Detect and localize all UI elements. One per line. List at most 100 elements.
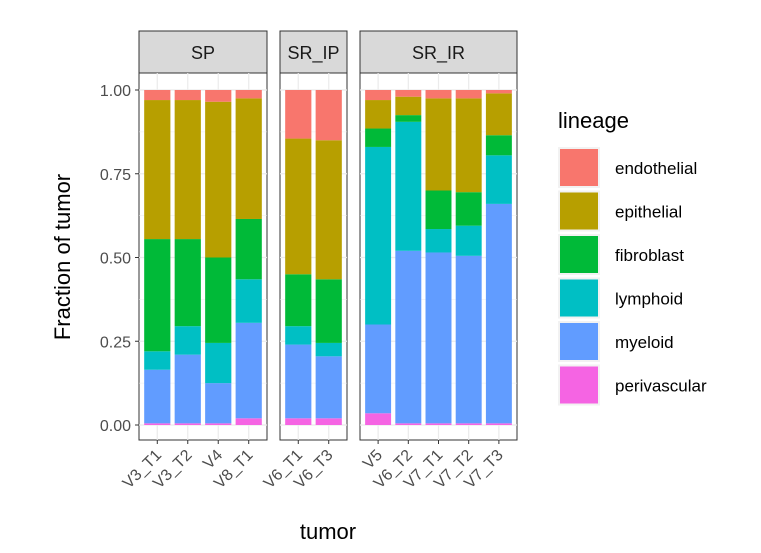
bar-segment-endothelial [485,90,512,94]
bar-segment-fibroblast [174,239,201,327]
legend-swatch [560,236,598,273]
bar-segment-lymphoid [425,229,452,253]
bar-segment-perivascular [425,423,452,425]
bar-segment-lymphoid [205,342,232,384]
bar-segment-endothelial [365,90,392,101]
bar-v4 [205,90,232,425]
bar-segment-lymphoid [485,155,512,204]
bar-v7-t2 [455,90,482,425]
facet-strip [138,30,268,74]
bar-segment-lymphoid [144,351,171,370]
y-tick-label: 0.75 [100,167,131,184]
legend-label: perivascular [615,377,707,396]
facet-strip-label: SR_IR [412,43,465,64]
facet-panel-sr-ir: SR_IR [359,30,518,441]
bar-segment-endothelial [205,90,232,102]
bar-segment-fibroblast [395,115,422,122]
y-tick-label: 0.00 [100,418,131,435]
bar-v6-t2 [395,90,422,425]
legend-swatch [560,323,598,360]
bar-segment-myeloid [205,383,232,424]
bar-segment-endothelial [144,90,171,101]
legend-swatch [560,192,598,230]
bar-v6-t3 [315,90,342,425]
facet-panel-sr-ip: SR_IP [279,30,348,441]
bar-segment-perivascular [174,423,201,425]
bar-segment-fibroblast [485,135,512,156]
legend-item-myeloid: myeloid [558,321,674,362]
bar-segment-myeloid [455,255,482,424]
bar-segment-myeloid [174,354,201,424]
bar-v3-t1 [144,90,171,425]
y-tick-label: 1.00 [100,83,131,100]
bar-segment-lymphoid [315,342,342,357]
bar-segment-perivascular [205,423,232,425]
bar-segment-epithelial [485,93,512,136]
bar-segment-fibroblast [455,192,482,226]
bar-segment-fibroblast [205,257,232,343]
bar-segment-perivascular [285,418,312,425]
bar-segment-endothelial [315,90,342,141]
bar-segment-myeloid [315,356,342,419]
bar-segment-myeloid [365,324,392,414]
bar-segment-myeloid [485,203,512,424]
legend-swatch [560,279,598,317]
legend-swatch [560,366,598,404]
bar-segment-endothelial [425,90,452,99]
bar-v8-t1 [235,90,262,425]
bar-segment-epithelial [205,101,232,258]
bar-v7-t1 [425,90,452,425]
bar-segment-lymphoid [174,326,201,355]
bar-segment-myeloid [144,369,171,424]
facet-strip [359,30,518,74]
legend-item-perivascular: perivascular [558,364,707,406]
bar-segment-endothelial [455,90,482,99]
bar-segment-fibroblast [235,218,262,280]
bar-segment-fibroblast [285,274,312,327]
bar-segment-fibroblast [365,128,392,147]
bar-segment-lymphoid [285,326,312,345]
y-axis-title: Fraction of tumor [50,174,75,340]
bar-segment-fibroblast [144,239,171,352]
bar-segment-epithelial [285,138,312,275]
bar-segment-epithelial [425,98,452,191]
bar-segment-myeloid [285,344,312,419]
bar-segment-fibroblast [425,190,452,230]
bar-segment-endothelial [395,90,422,97]
bar-segment-endothelial [174,90,201,101]
legend-label: fibroblast [615,246,684,265]
bar-segment-lymphoid [235,279,262,323]
bar-segment-perivascular [455,423,482,425]
bar-segment-myeloid [235,322,262,419]
bar-segment-perivascular [365,413,392,425]
bar-segment-epithelial [174,100,201,240]
bar-segment-endothelial [235,90,262,99]
bar-v6-t1 [285,90,312,425]
legend-items: endothelial epithelial fibroblast lymphoid m… [558,147,707,406]
bar-segment-myeloid [395,250,422,424]
bar-segment-perivascular [144,423,171,425]
bar-segment-lymphoid [365,146,392,325]
facet-strip-label: SP [191,43,215,63]
bar-v7-t3 [485,90,512,425]
legend-swatch [560,149,598,186]
legend-item-endothelial: endothelial [558,147,697,188]
legend-label: epithelial [615,203,682,222]
legend-item-lymphoid: lymphoid [558,277,683,319]
bar-segment-perivascular [235,418,262,425]
bar-segment-epithelial [365,100,392,129]
bar-v3-t2 [174,90,201,425]
bar-segment-fibroblast [315,279,342,343]
x-axis-title: tumor [300,519,356,544]
legend-label: endothelial [615,159,697,178]
bar-segment-epithelial [144,100,171,240]
bar-segment-epithelial [315,140,342,280]
legend-title: lineage [558,108,629,133]
legend-item-epithelial: epithelial [558,190,682,232]
y-tick-label: 0.50 [100,251,131,268]
y-axis: 0.00 0.25 0.50 0.75 1.00 [100,83,139,435]
legend-label: myeloid [615,333,674,352]
bar-v5 [365,90,392,425]
